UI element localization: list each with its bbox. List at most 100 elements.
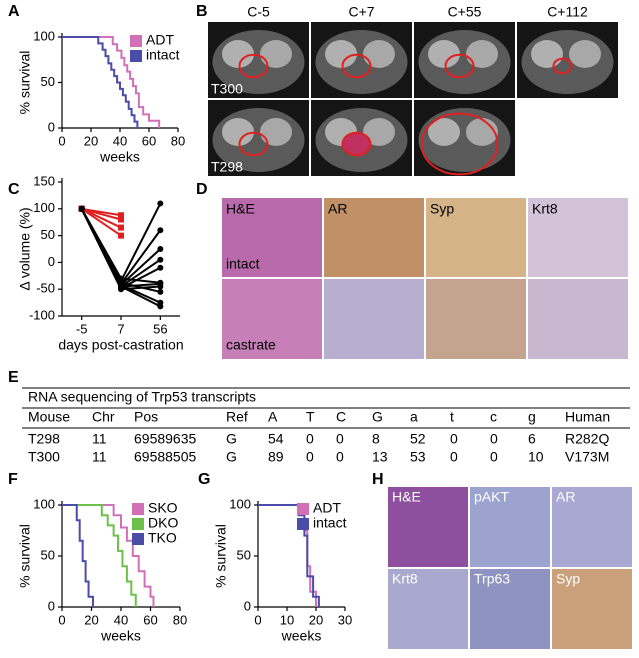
mri-organ	[222, 118, 254, 146]
legend-swatch	[297, 503, 309, 515]
point	[78, 205, 85, 212]
table-cell: 11	[92, 449, 107, 465]
table-cell: G	[226, 449, 237, 465]
stain-label: H&E	[226, 201, 255, 217]
y-tick-label: -50	[36, 281, 55, 296]
mri-organ	[466, 118, 498, 146]
tumor-outline	[420, 112, 499, 176]
stain-label: Syp	[430, 201, 454, 217]
mri-organ	[428, 40, 460, 68]
histology-image	[324, 198, 424, 277]
table-cell: G	[226, 431, 237, 447]
table-header: g	[528, 409, 536, 425]
stain-label: H&E	[392, 489, 421, 505]
point	[118, 224, 124, 231]
legend-swatch	[132, 533, 144, 545]
histology-image	[222, 198, 322, 277]
panel-letter: B	[196, 3, 208, 20]
panel-letter: D	[196, 181, 208, 198]
table-cell: 52	[410, 431, 426, 447]
table-cell: 54	[268, 431, 284, 447]
x-tick-label: 20	[309, 612, 323, 627]
point	[118, 232, 124, 239]
table-cell: 0	[336, 449, 344, 465]
table-caption: RNA sequencing of Trp53 transcripts	[28, 389, 256, 405]
table-header: Ref	[226, 409, 248, 425]
series-line	[81, 207, 122, 237]
x-axis-label: weeks	[100, 628, 141, 644]
stain-label: Krt8	[392, 571, 418, 587]
series-line	[81, 207, 122, 221]
mri-organ	[260, 40, 292, 68]
table-cell: 0	[450, 449, 458, 465]
legend-label: SKO	[148, 500, 178, 516]
y-tick-label: 50	[41, 227, 55, 242]
y-tick-label: -100	[29, 307, 55, 322]
y-tick-label: 0	[48, 598, 55, 613]
point	[118, 212, 124, 219]
table-cell: 11	[92, 431, 107, 447]
x-tick-label: 0	[254, 612, 261, 627]
table-cell: 0	[336, 431, 344, 447]
point	[157, 246, 164, 252]
panel-letter: C	[8, 181, 20, 198]
histology-image	[528, 198, 628, 277]
tumor-outline	[341, 131, 372, 157]
table-cell: 8	[372, 431, 380, 447]
point	[157, 200, 164, 207]
table-cell: 10	[528, 449, 544, 465]
point	[157, 227, 164, 234]
x-tick-label: 0	[58, 133, 65, 148]
column-label: C+112	[547, 4, 588, 20]
tumor-outline	[444, 53, 475, 79]
table-cell: 69588505	[134, 449, 197, 465]
y-tick-label: 100	[33, 200, 55, 215]
mri-organ	[428, 118, 460, 146]
y-tick-label: 100	[229, 496, 251, 511]
series-line	[62, 36, 139, 128]
y-tick-label: 100	[33, 28, 55, 43]
mri-organ	[222, 40, 254, 68]
legend-label: ADT	[146, 32, 174, 48]
mri-organ	[363, 40, 395, 68]
legend-label: intact	[146, 47, 180, 63]
table-header: Mouse	[28, 409, 70, 425]
y-tick-label: 50	[41, 74, 55, 89]
x-tick-label: 0	[58, 612, 65, 627]
x-tick-label: 20	[84, 133, 98, 148]
point	[157, 283, 164, 290]
x-tick-label: 60	[143, 612, 157, 627]
series-line	[62, 504, 94, 607]
series-line	[62, 36, 161, 128]
histology-image	[388, 487, 468, 567]
table-cell: T298	[28, 431, 60, 447]
legend-label: DKO	[148, 515, 178, 531]
y-tick-label: 0	[48, 119, 55, 134]
y-tick-label: 0	[48, 254, 55, 269]
table-header: c	[490, 409, 497, 425]
table-cell: 69589635	[134, 431, 197, 447]
y-tick-label: 50	[41, 547, 55, 562]
mri-organ	[260, 118, 292, 146]
mri-organ	[569, 40, 601, 68]
legend-swatch	[130, 50, 142, 62]
row-label: T300	[211, 81, 243, 97]
histology-image	[552, 487, 632, 567]
stain-label: Syp	[556, 571, 580, 587]
table-cell: 6	[528, 431, 536, 447]
x-tick-label: 30	[338, 612, 352, 627]
panel-letter: A	[8, 3, 20, 20]
histology-image	[470, 569, 550, 649]
histology-image	[470, 487, 550, 567]
tumor-outline	[238, 53, 269, 79]
table-cell: R282Q	[565, 431, 609, 447]
table-cell: V173M	[565, 449, 609, 465]
y-tick-label: 100	[33, 496, 55, 511]
table-header: t	[450, 409, 454, 425]
x-axis-label: weeks	[99, 149, 140, 165]
stain-label: Trp63	[474, 571, 510, 587]
x-axis-label: days post-castration	[58, 337, 183, 353]
mri-organ	[325, 40, 357, 68]
table-cell: 0	[490, 449, 498, 465]
condition-label: intact	[226, 256, 260, 272]
